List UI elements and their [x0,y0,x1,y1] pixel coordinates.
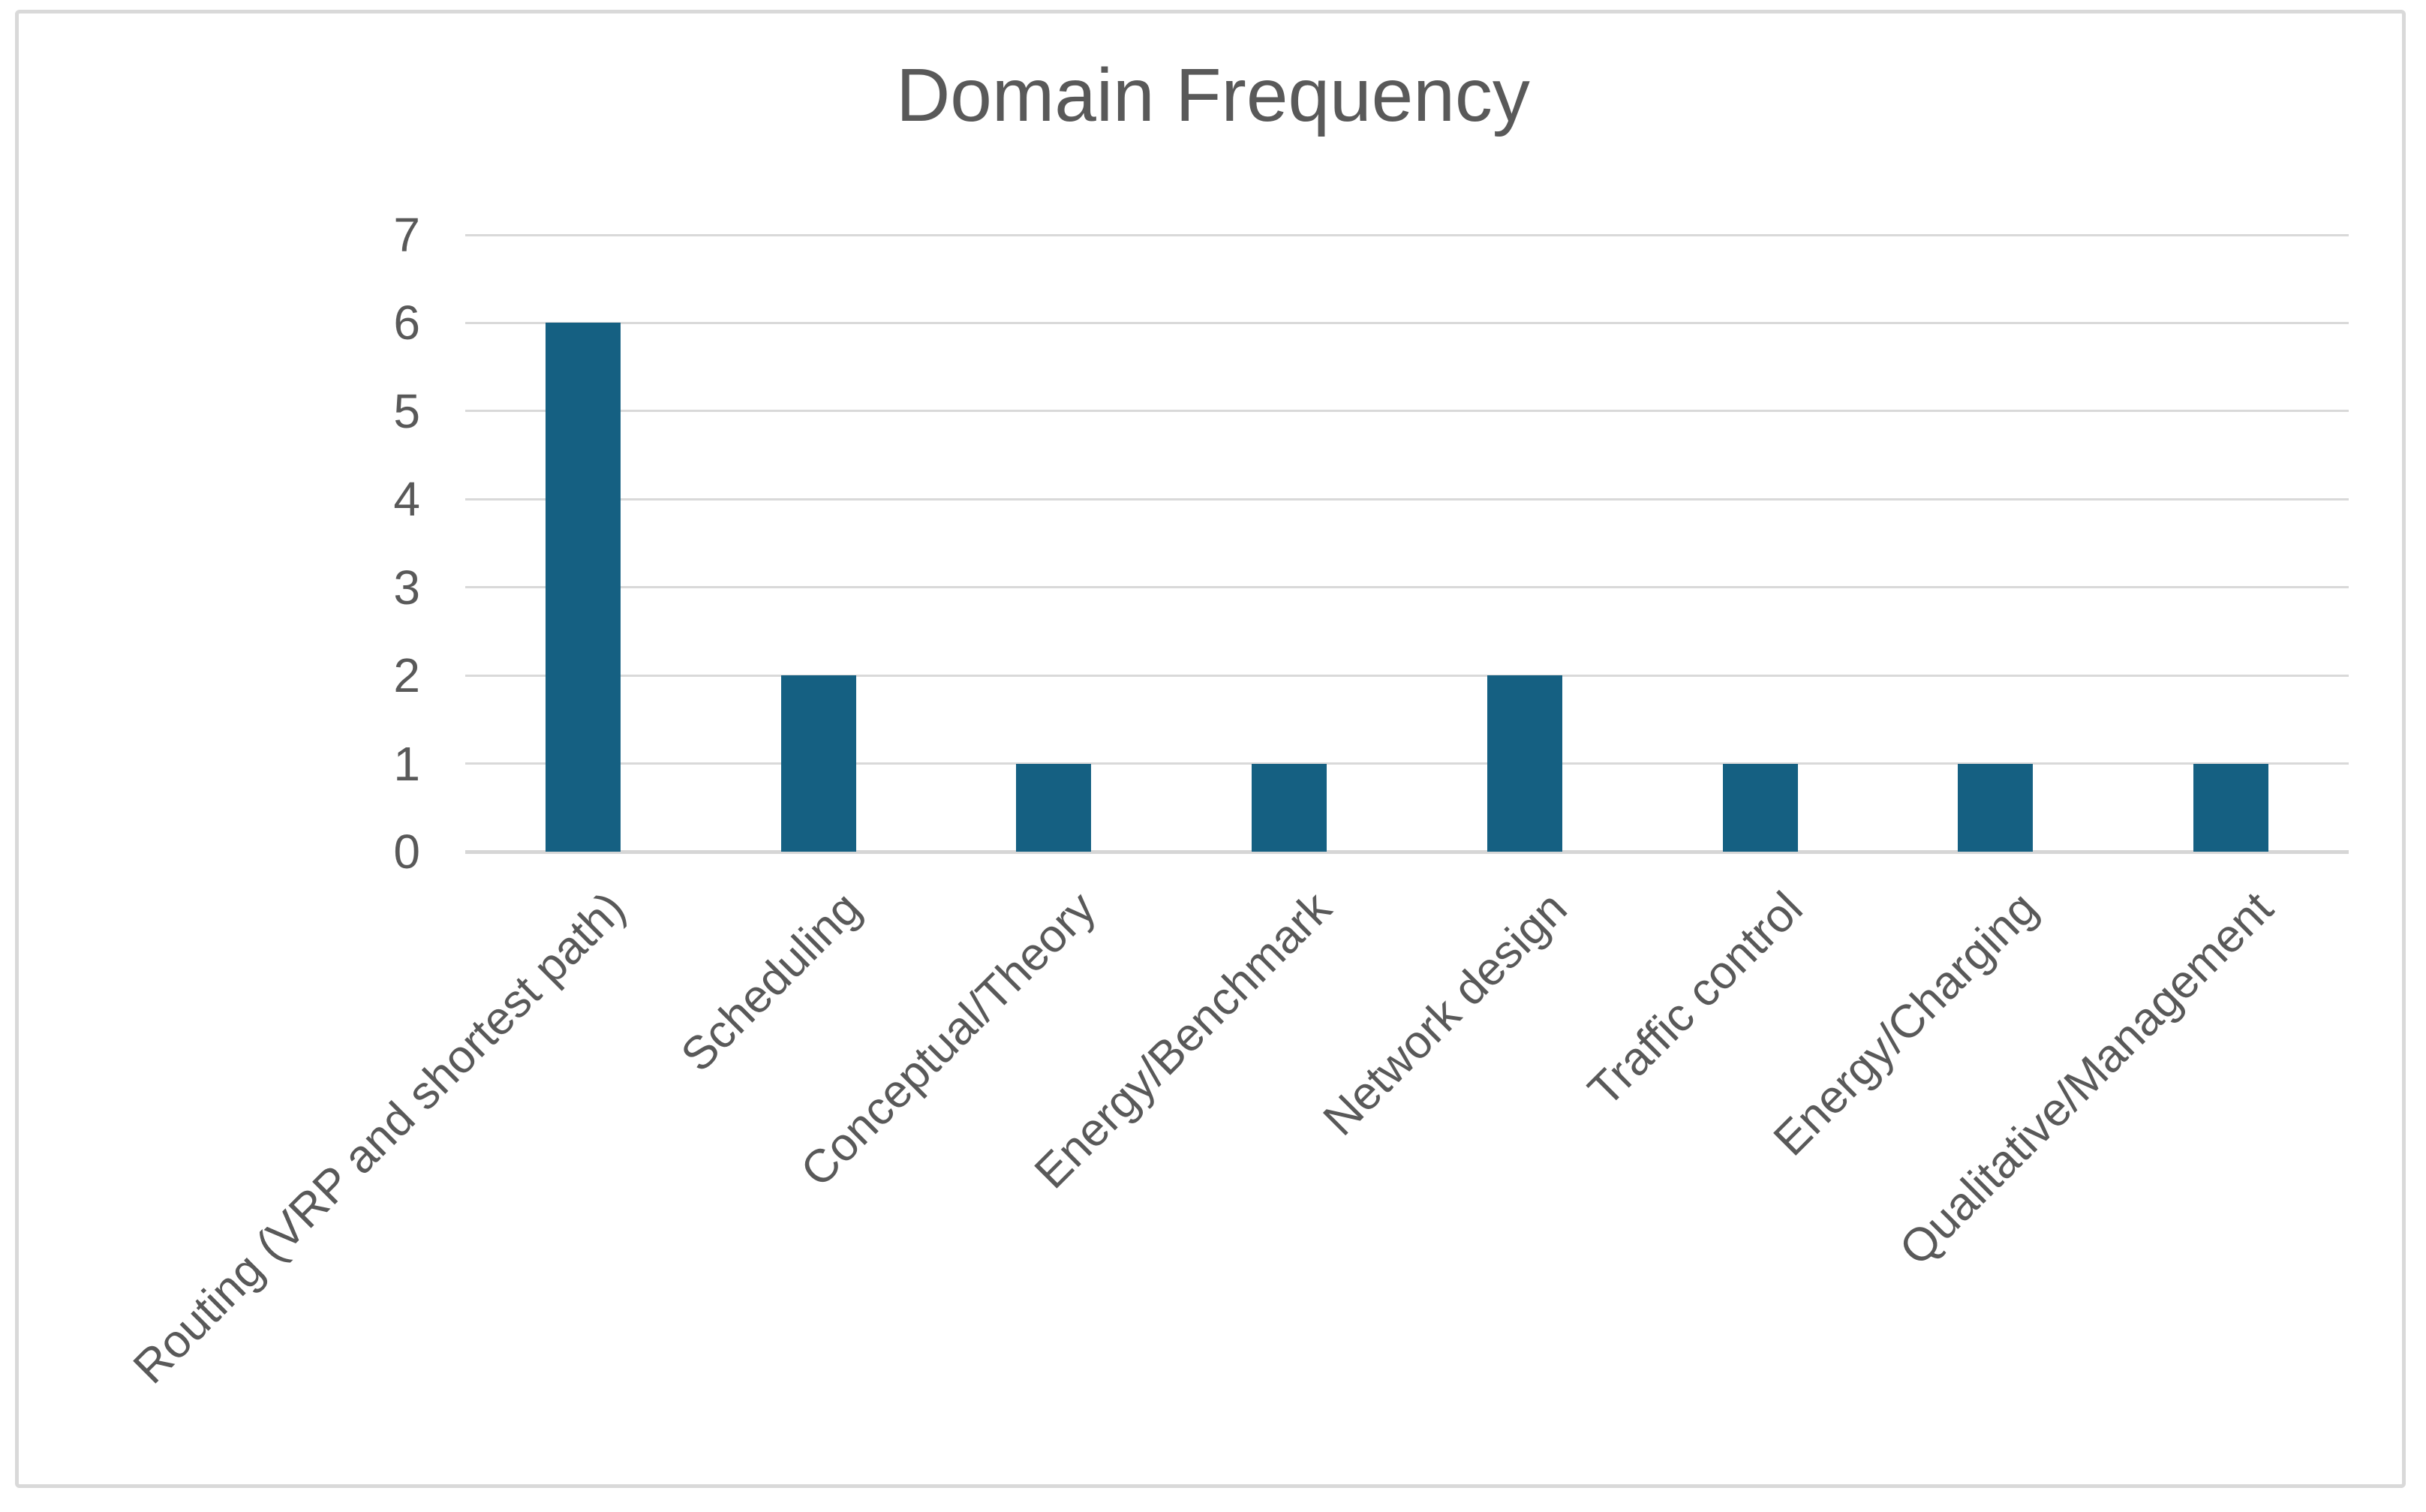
bar [1016,763,1092,852]
bar [1252,763,1327,852]
chart-border [15,10,2406,1488]
y-tick-label: 2 [393,648,420,703]
bar [1722,763,1798,852]
bar [780,675,856,852]
bar [1958,763,2034,852]
y-tick-label: 7 [393,208,420,262]
x-axis-baseline [465,850,2349,854]
gridline [465,762,2349,765]
gridline [465,497,2349,500]
gridline [465,586,2349,589]
bar [2193,763,2269,852]
bar [1487,675,1562,852]
y-tick-label: 4 [393,472,420,527]
gridline [465,410,2349,413]
gridline [465,674,2349,677]
gridline [465,321,2349,324]
y-tick-label: 5 [393,383,420,438]
gridline [465,233,2349,236]
chart-title: Domain Frequency [896,53,1530,137]
y-tick-label: 6 [393,296,420,350]
y-tick-label: 1 [393,736,420,791]
bar [545,323,621,852]
y-tick-label: 3 [393,560,420,615]
y-tick-label: 0 [393,825,420,879]
